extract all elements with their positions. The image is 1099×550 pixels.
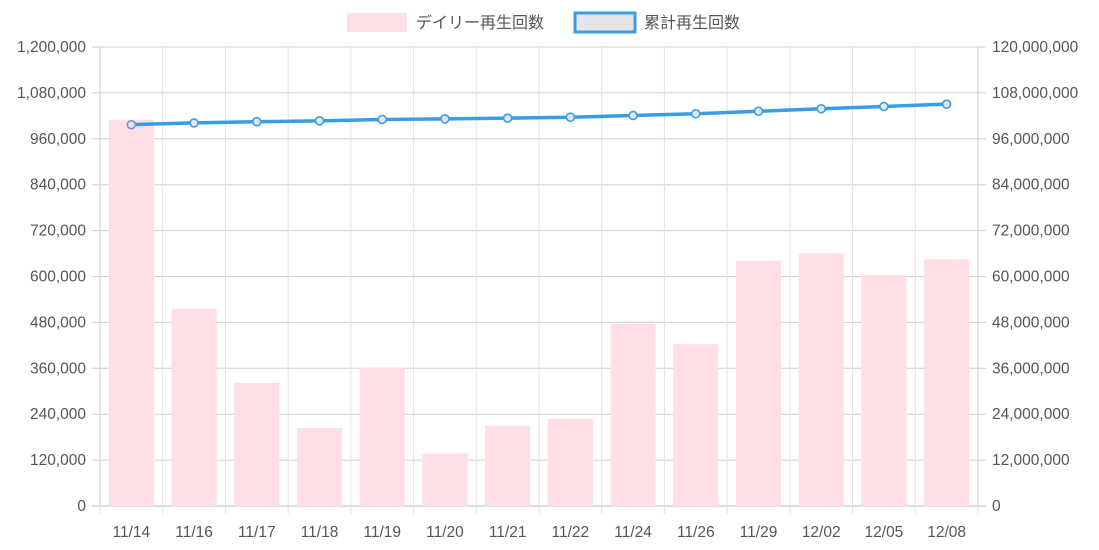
y-right-tick-label: 60,000,000 xyxy=(992,269,1070,286)
y-left-tick-label: 720,000 xyxy=(30,223,86,240)
point-cumulative-11/29[interactable] xyxy=(753,106,764,117)
y-right-tick-label: 96,000,000 xyxy=(992,131,1070,148)
y-left-tick-label: 1,200,000 xyxy=(17,39,86,56)
y-right-tick-label: 108,000,000 xyxy=(992,85,1079,102)
axes: 0 0 120,000 12,000,000 240,000 24,000,000 360,… xyxy=(17,39,1079,541)
point-cumulative-12/08[interactable] xyxy=(941,99,952,109)
y-right-tick-label: 0 xyxy=(992,498,1001,515)
point-cumulative-12/05[interactable] xyxy=(879,101,889,112)
x-tick-label: 11/22 xyxy=(552,524,590,541)
x-tick-label: 11/21 xyxy=(489,524,527,541)
x-tick-label: 12/02 xyxy=(802,524,841,541)
point-cumulative-11/18[interactable] xyxy=(314,116,325,126)
x-tick-label: 11/26 xyxy=(677,524,715,541)
bar-daily-11/20[interactable] xyxy=(422,453,468,506)
x-tick-label: 12/05 xyxy=(865,524,904,541)
y-left-tick-label: 360,000 xyxy=(30,360,86,377)
y-left-tick-label: 600,000 xyxy=(30,269,86,286)
point-cumulative-11/20[interactable] xyxy=(440,114,450,124)
cumulative-line xyxy=(126,99,952,130)
legend-item-daily[interactable]: デイリー再生回数 xyxy=(347,13,544,32)
bar-daily-12/05[interactable] xyxy=(861,274,907,506)
y-left-tick-label: 1,080,000 xyxy=(17,85,86,102)
x-tick-label: 11/17 xyxy=(238,524,276,541)
bar-daily-11/17[interactable] xyxy=(234,382,280,506)
bar-daily-11/22[interactable] xyxy=(547,418,593,506)
cumulative-line-path xyxy=(131,102,947,127)
x-tick-label: 11/20 xyxy=(426,524,464,541)
x-tick-label: 11/24 xyxy=(614,524,652,541)
grid xyxy=(92,46,986,514)
point-cumulative-11/19[interactable] xyxy=(377,114,388,125)
point-cumulative-11/24[interactable] xyxy=(628,110,638,121)
point-cumulative-11/26[interactable] xyxy=(690,108,701,119)
y-right-tick-label: 72,000,000 xyxy=(992,223,1070,240)
y-left-tick-label: 120,000 xyxy=(30,452,86,469)
y-left-tick-label: 0 xyxy=(77,498,86,515)
x-tick-label: 11/18 xyxy=(301,524,339,541)
x-tick-label: 11/14 xyxy=(113,524,151,541)
point-cumulative-11/21[interactable] xyxy=(502,113,513,123)
bars xyxy=(108,119,970,507)
legend-item-cumulative[interactable]: 累計再生回数 xyxy=(573,11,740,34)
bar-daily-11/21[interactable] xyxy=(485,425,531,506)
point-cumulative-11/16[interactable] xyxy=(189,118,199,128)
y-right-tick-label: 24,000,000 xyxy=(992,406,1070,423)
x-tick-label: 11/29 xyxy=(740,524,778,541)
y-right-tick-label: 48,000,000 xyxy=(992,314,1070,331)
bar-daily-11/26[interactable] xyxy=(673,344,719,506)
point-cumulative-11/14[interactable] xyxy=(126,119,137,130)
bar-daily-11/18[interactable] xyxy=(296,427,343,506)
bar-daily-11/29[interactable] xyxy=(735,260,782,506)
legend-swatch-daily xyxy=(347,13,407,32)
point-cumulative-12/02[interactable] xyxy=(816,103,827,114)
legend-label-daily: デイリー再生回数 xyxy=(416,13,544,32)
bar-daily-11/19[interactable] xyxy=(359,367,405,506)
bar-daily-11/24[interactable] xyxy=(610,323,656,506)
legend-swatch-cumulative xyxy=(573,11,637,34)
y-right-tick-label: 84,000,000 xyxy=(992,177,1070,194)
point-cumulative-11/22[interactable] xyxy=(565,112,576,122)
legend-label-cumulative: 累計再生回数 xyxy=(644,14,740,32)
bar-daily-12/02[interactable] xyxy=(798,253,844,506)
legend: デイリー再生回数 累計再生回数 xyxy=(347,11,740,34)
y-left-tick-label: 960,000 xyxy=(30,131,86,148)
x-tick-label: 11/19 xyxy=(363,524,401,541)
y-left-tick-label: 480,000 xyxy=(30,314,86,331)
y-right-tick-label: 120,000,000 xyxy=(992,39,1079,56)
y-right-tick-label: 36,000,000 xyxy=(992,360,1070,377)
x-tick-label: 12/08 xyxy=(927,524,966,541)
y-right-tick-label: 12,000,000 xyxy=(992,452,1070,469)
y-left-tick-label: 840,000 xyxy=(30,177,86,194)
x-tick-label: 11/16 xyxy=(175,524,213,541)
point-cumulative-11/17[interactable] xyxy=(251,116,262,127)
bar-daily-12/08[interactable] xyxy=(924,259,970,506)
bar-daily-11/14[interactable] xyxy=(108,119,154,507)
y-left-tick-label: 240,000 xyxy=(30,406,86,423)
bar-daily-11/16[interactable] xyxy=(171,308,217,506)
